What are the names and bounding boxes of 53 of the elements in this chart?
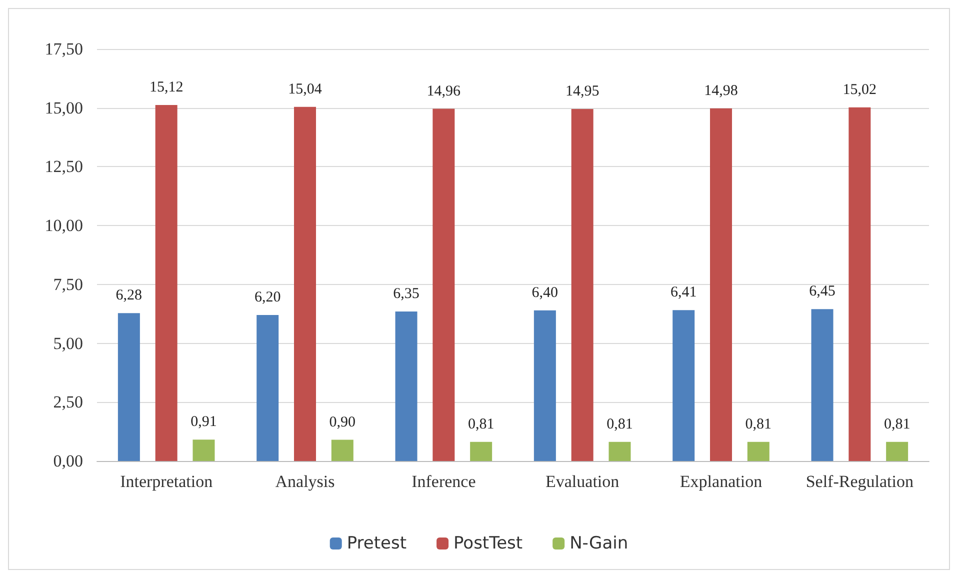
bar — [672, 310, 695, 461]
data-label: 6,20 — [254, 290, 281, 306]
data-label: 6,41 — [670, 284, 697, 301]
y-tick-label: 10,00 — [44, 216, 83, 236]
y-tick-label: 15,00 — [44, 98, 83, 118]
bar — [886, 442, 908, 461]
bar — [848, 107, 871, 461]
data-label: 15,02 — [842, 82, 877, 98]
bar — [811, 309, 834, 461]
data-label: 15,12 — [149, 80, 184, 96]
x-tick-label: Self-Regulation — [806, 472, 914, 491]
x-tick-label: Evaluation — [546, 472, 620, 491]
y-tick-label: 5,00 — [53, 334, 83, 353]
bar — [256, 315, 279, 461]
x-tick-label: Inference — [412, 472, 476, 491]
data-label: 0,81 — [468, 416, 494, 432]
bar — [395, 312, 418, 461]
data-label: 14,96 — [426, 83, 462, 100]
data-label: 6,35 — [393, 286, 420, 302]
bar — [534, 310, 556, 461]
y-tick-label: 2,50 — [53, 392, 83, 412]
y-tick-label: 17,50 — [44, 40, 83, 58]
data-label: 6,40 — [532, 284, 558, 301]
data-label: 0,91 — [190, 414, 217, 430]
bar — [432, 108, 455, 461]
legend-label: PostTest — [454, 534, 523, 554]
data-label: 0,81 — [606, 416, 633, 432]
data-label: 14,98 — [704, 82, 738, 99]
bar — [155, 105, 178, 461]
bar — [118, 313, 140, 461]
data-label: 6,45 — [809, 284, 836, 300]
bar — [470, 442, 492, 461]
legend-label: N-Gain — [570, 534, 628, 554]
data-label: 0,81 — [745, 416, 772, 432]
bar — [192, 440, 215, 461]
y-tick-label: 12,50 — [44, 157, 83, 176]
data-label: 15,04 — [288, 81, 322, 98]
data-label: 0,81 — [884, 416, 910, 432]
bar — [294, 106, 316, 461]
bar — [331, 440, 354, 461]
x-tick-label: Explanation — [680, 472, 763, 491]
data-label: 0,90 — [329, 414, 356, 430]
data-label: 14,95 — [565, 84, 600, 100]
bar — [608, 442, 631, 461]
data-label: 6,28 — [116, 288, 142, 304]
bar — [571, 109, 594, 461]
x-tick-label: Analysis — [275, 472, 335, 491]
legend-label: Pretest — [346, 534, 407, 554]
bar — [747, 442, 770, 461]
y-tick-label: 7,50 — [53, 274, 83, 294]
x-tick-label: Interpretation — [120, 472, 214, 491]
bar — [710, 108, 732, 461]
y-tick-label: 0,00 — [53, 452, 83, 470]
